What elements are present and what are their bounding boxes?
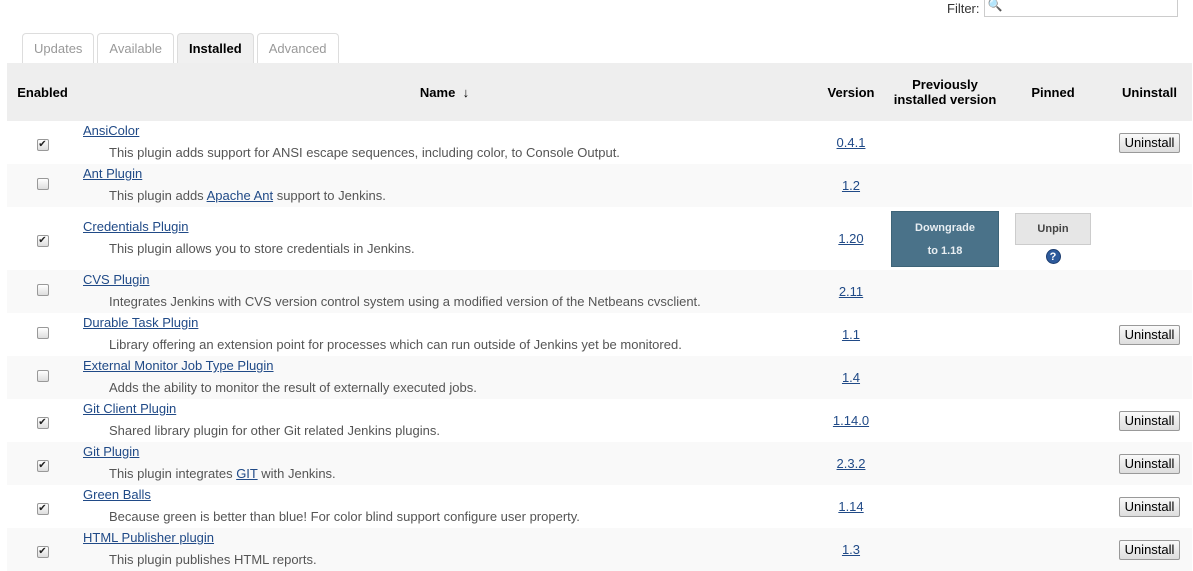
plugin-description: Shared library plugin for other Git rela… — [109, 423, 440, 438]
plugin-version-link[interactable]: 0.4.1 — [836, 135, 866, 150]
sort-arrow-icon: ↓ — [462, 84, 470, 100]
plugin-name-link[interactable]: Durable Task Plugin — [83, 315, 199, 330]
plugin-description: This plugin adds support for ANSI escape… — [109, 145, 620, 160]
description-text: This plugin integrates — [109, 466, 237, 481]
plugin-row: Ant Plugin This plugin adds Apache Ant su… — [7, 164, 1192, 207]
plugin-row: ✔ Green Balls Because green is better tha… — [7, 485, 1192, 528]
tab-installed[interactable]: Installed — [176, 33, 254, 64]
plugin-description: This plugin publishes HTML reports. — [109, 552, 317, 567]
downgrade-label: Downgrade — [915, 221, 975, 234]
uninstall-button[interactable]: Uninstall — [1118, 496, 1181, 517]
plugin-name-link[interactable]: HTML Publisher plugin — [83, 530, 215, 545]
uninstall-button[interactable]: Uninstall — [1118, 410, 1181, 431]
enabled-checkbox[interactable]: ✔ — [36, 138, 49, 151]
plugin-name-link[interactable]: Green Balls — [83, 487, 151, 502]
plugin-name-link[interactable]: AnsiColor — [83, 123, 140, 138]
header-uninstall[interactable]: Uninstall — [1107, 63, 1192, 121]
plugin-name-link[interactable]: External Monitor Job Type Plugin — [83, 358, 274, 373]
tab-updates[interactable]: Updates — [22, 33, 95, 64]
filter-input[interactable]: 🔍 — [983, 0, 1178, 17]
header-pinned[interactable]: Pinned — [999, 63, 1107, 121]
plugins-table: Enabled Name ↓ Version Previously instal… — [7, 63, 1192, 571]
unpin-button[interactable]: Unpin — [1015, 213, 1091, 245]
enabled-checkbox[interactable]: ✔ — [36, 545, 49, 558]
description-link[interactable]: Apache Ant — [206, 188, 274, 203]
plugin-version-link[interactable]: 1.2 — [841, 178, 861, 193]
plugin-row: Durable Task Plugin Library offering an e… — [7, 313, 1192, 356]
downgrade-version: to 1.18 — [927, 244, 963, 257]
plugin-description: This plugin allows you to store credenti… — [109, 241, 415, 256]
plugin-description: Adds the ability to monitor the result o… — [109, 380, 477, 395]
plugin-row: External Monitor Job Type Plugin Adds the… — [7, 356, 1192, 399]
description-text: with Jenkins. — [257, 466, 336, 481]
enabled-checkbox[interactable] — [36, 178, 49, 190]
search-icon: 🔍 — [987, 0, 1003, 12]
enabled-checkbox[interactable] — [36, 370, 49, 382]
plugin-version-link[interactable]: 1.14 — [838, 499, 864, 514]
header-enabled[interactable]: Enabled — [7, 63, 78, 121]
uninstall-button[interactable]: Uninstall — [1118, 324, 1181, 345]
tab-bar: Updates Available Installed Advanced — [22, 33, 339, 64]
plugin-name-link[interactable]: CVS Plugin — [83, 272, 150, 287]
plugin-name-link[interactable]: Ant Plugin — [83, 166, 143, 181]
filter-label: Filter: — [947, 1, 980, 16]
enabled-checkbox[interactable]: ✔ — [36, 459, 49, 472]
description-text: support to Jenkins. — [273, 188, 386, 203]
plugin-description: Because green is better than blue! For c… — [109, 509, 580, 524]
plugin-version-link[interactable]: 2.11 — [838, 284, 864, 299]
plugin-version-link[interactable]: 1.4 — [841, 370, 861, 385]
header-previous-version[interactable]: Previously installed version — [891, 63, 999, 121]
plugin-version-link[interactable]: 1.3 — [841, 542, 861, 557]
description-text: This plugin adds — [109, 188, 207, 203]
plugin-name-link[interactable]: Git Client Plugin — [83, 401, 177, 416]
plugin-description: This plugin adds Apache Ant support to J… — [83, 188, 811, 203]
enabled-checkbox[interactable] — [36, 327, 49, 339]
plugin-description: Integrates Jenkins with CVS version cont… — [109, 294, 701, 309]
plugin-row: ✔ Git Client Plugin Shared library plugin… — [7, 399, 1192, 442]
plugin-row: ✔ HTML Publisher plugin This plugin publi… — [7, 528, 1192, 571]
downgrade-button[interactable]: Downgrade to 1.18 — [891, 210, 999, 267]
plugin-version-link[interactable]: 1.1 — [841, 327, 861, 342]
enabled-checkbox[interactable]: ✔ — [36, 234, 49, 247]
description-link[interactable]: GIT — [236, 466, 258, 481]
help-icon[interactable]: ? — [1045, 249, 1061, 264]
enabled-checkbox[interactable]: ✔ — [36, 416, 49, 429]
header-version[interactable]: Version — [811, 63, 891, 121]
header-name-label: Name — [419, 84, 456, 100]
plugin-version-link[interactable]: 1.14.0 — [832, 413, 870, 428]
plugin-description: This plugin integrates GIT with Jenkins. — [83, 466, 811, 481]
uninstall-button[interactable]: Uninstall — [1118, 453, 1181, 474]
tab-advanced[interactable]: Advanced — [256, 33, 339, 64]
plugin-row: ✔ Git Plugin This plugin integrates GIT w… — [7, 442, 1192, 485]
uninstall-button[interactable]: Uninstall — [1118, 132, 1181, 153]
plugin-name-link[interactable]: Git Plugin — [83, 444, 140, 459]
plugin-version-link[interactable]: 1.20 — [838, 231, 864, 246]
plugin-name-link[interactable]: Credentials Plugin — [83, 219, 189, 234]
uninstall-button[interactable]: Uninstall — [1118, 539, 1181, 560]
filter: Filter: 🔍 — [947, 0, 1178, 17]
enabled-checkbox[interactable] — [36, 284, 49, 296]
header-name[interactable]: Name ↓ — [78, 63, 811, 121]
plugin-row: CVS Plugin Integrates Jenkins with CVS ve… — [7, 270, 1192, 313]
plugin-description: Library offering an extension point for … — [109, 337, 682, 352]
tab-available[interactable]: Available — [97, 33, 174, 64]
plugin-version-link[interactable]: 2.3.2 — [836, 456, 866, 471]
enabled-checkbox[interactable]: ✔ — [36, 502, 49, 515]
plugin-row: ✔ AnsiColor This plugin adds support for … — [7, 121, 1192, 164]
plugin-row: ✔ Credentials Plugin This plugin allows y… — [7, 207, 1192, 270]
